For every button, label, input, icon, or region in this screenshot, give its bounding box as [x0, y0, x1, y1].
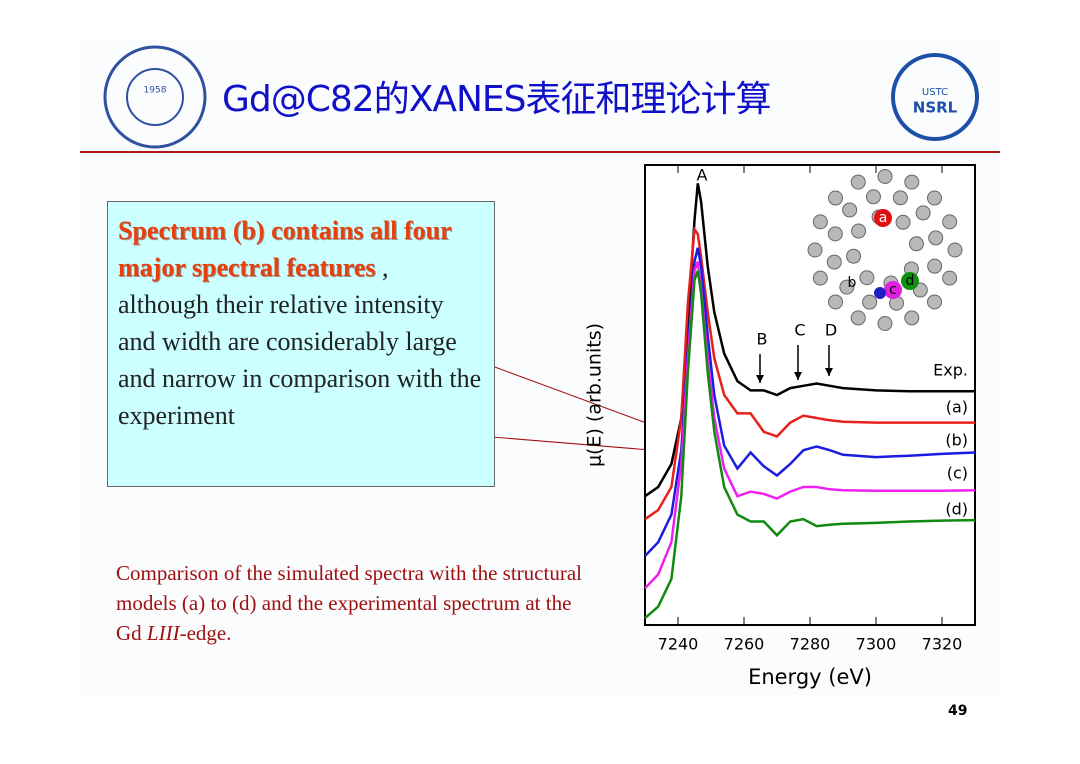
- feature-arrowhead: [756, 375, 764, 383]
- site-marker: [884, 281, 902, 299]
- inset-molecule: a b cd: [807, 169, 963, 331]
- logo-right: [891, 53, 979, 141]
- carbon-atom: [877, 316, 893, 331]
- callout-bold: Spectrum (b) contains all four major spe…: [118, 216, 452, 282]
- carbon-atom: [904, 310, 920, 326]
- callout-text: , although their relative intensity and …: [118, 253, 482, 430]
- carbon-atom: [846, 248, 862, 264]
- carbon-atom: [850, 310, 866, 326]
- gd-atom: [874, 287, 886, 299]
- carbon-atom: [892, 190, 908, 206]
- carbon-atom: [839, 279, 855, 295]
- logo-text: NSRL: [913, 99, 958, 117]
- site-label: d: [906, 273, 915, 289]
- site-marker: [874, 209, 892, 227]
- site-label: b: [848, 275, 857, 291]
- carbon-atom: [828, 190, 844, 206]
- carbon-atom: [904, 174, 920, 190]
- series-label: (d): [945, 500, 968, 519]
- spectrum-line: [644, 225, 975, 521]
- logo-year: 1958: [144, 86, 167, 96]
- carbon-atom: [850, 174, 866, 190]
- x-tick-label: 7300: [856, 635, 897, 654]
- caption-text: Comparison of the simulated spectra with…: [116, 561, 582, 645]
- carbon-atom: [862, 294, 878, 310]
- carbon-atom: [895, 214, 911, 230]
- feature-label: D: [825, 321, 837, 340]
- feature-arrowhead: [794, 372, 802, 380]
- caption-italic: LIII: [146, 621, 180, 645]
- carbon-atom: [826, 254, 842, 270]
- carbon-atom: [942, 214, 958, 230]
- site-label: c: [889, 282, 897, 298]
- callout: Spectrum (b) contains all four major spe…: [107, 201, 495, 487]
- carbon-atom: [812, 270, 828, 286]
- carbon-atom: [865, 189, 881, 205]
- x-tick-label: 7260: [724, 635, 765, 654]
- y-axis-label: μ(E) (arb.units): [584, 323, 606, 467]
- series-label: (a): [946, 398, 968, 417]
- carbon-atom: [851, 223, 867, 239]
- x-tick-label: 7320: [922, 635, 963, 654]
- carbon-atom: [859, 270, 875, 286]
- x-tick-label: 7240: [658, 635, 699, 654]
- feature-arrowhead: [825, 368, 833, 376]
- series-label: (c): [947, 464, 968, 483]
- carbon-atom: [877, 169, 893, 184]
- site-marker: [901, 272, 919, 290]
- carbon-atom: [807, 242, 823, 258]
- logo-left-inner: [126, 68, 184, 126]
- caption: Comparison of the simulated spectra with…: [116, 558, 586, 648]
- spectrum-line: [644, 270, 976, 620]
- x-axis-label: Energy (eV): [748, 665, 872, 689]
- series-label: (b): [945, 431, 968, 450]
- x-tick-label: 7280: [790, 635, 831, 654]
- site-label: a: [879, 210, 888, 226]
- carbon-atom: [828, 294, 844, 310]
- carbon-atom: [812, 214, 828, 230]
- feature-label: C: [794, 321, 805, 340]
- logo-text: USTC: [922, 87, 948, 98]
- carbon-atom: [947, 242, 963, 258]
- carbon-atom: [928, 230, 944, 246]
- feature-label: B: [757, 330, 768, 349]
- carbon-atom: [908, 236, 924, 252]
- carbon-atom: [926, 294, 942, 310]
- carbon-atom: [927, 258, 943, 274]
- carbon-atom: [915, 205, 931, 221]
- carbon-atom: [827, 226, 843, 242]
- caption-text: -edge.: [179, 621, 232, 645]
- carbon-atom: [842, 202, 858, 218]
- series-label: Exp.: [933, 361, 968, 380]
- carbon-atom: [942, 270, 958, 286]
- page-number: 49: [948, 703, 968, 719]
- feature-label: A: [697, 166, 708, 185]
- logo-left: [103, 45, 207, 149]
- carbon-atom: [926, 190, 942, 206]
- slide-title: Gd@C82的XANES表征和理论计算: [222, 79, 772, 120]
